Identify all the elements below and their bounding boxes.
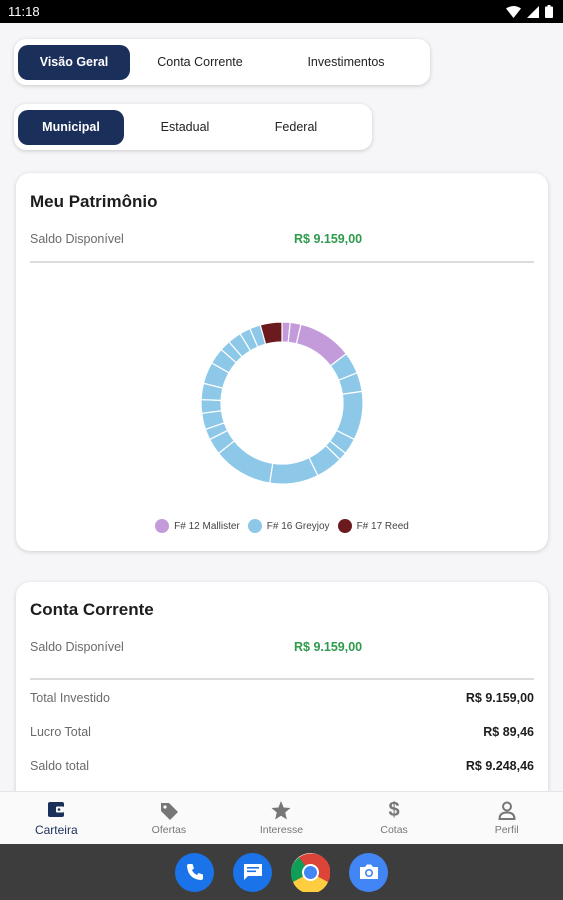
legend-label: F# 16 Greyjoy <box>266 520 330 532</box>
star-icon <box>271 801 291 821</box>
patrimonio-divider <box>30 261 534 263</box>
battery-icon <box>545 5 553 18</box>
donut-slice-9 <box>268 456 319 485</box>
saldo-total-label: Saldo total <box>30 759 90 773</box>
tab-investimentos[interactable]: Investimentos <box>307 55 385 69</box>
tab-conta-corrente[interactable]: Conta Corrente <box>157 55 243 69</box>
nav-label-interesse: Interesse <box>259 823 304 836</box>
legend-swatch <box>337 519 352 533</box>
nav-label-ofertas: Ofertas <box>151 823 187 836</box>
conta-saldo-value: R$ 9.159,00 <box>294 640 363 654</box>
bottom-nav: Carteira Ofertas Interesse $ Cotas Perfi… <box>0 791 563 844</box>
legend-item-2: F# 17 Reed <box>337 519 409 533</box>
nav-label-carteira: Carteira <box>34 822 78 837</box>
messages-app-icon[interactable] <box>233 852 272 892</box>
donut-slice-14 <box>200 398 223 414</box>
donut-slice-22 <box>259 321 283 345</box>
legend-swatch <box>155 519 170 533</box>
system-dock <box>0 844 563 900</box>
status-icons <box>506 5 553 18</box>
conta-divider <box>30 678 534 680</box>
nav-label-cotas: Cotas <box>380 823 408 836</box>
conta-saldo-label: Saldo Disponível <box>30 640 124 654</box>
chrome-app-icon[interactable] <box>291 852 330 892</box>
saldo-total-value: R$ 9.248,46 <box>465 759 534 773</box>
nav-label-perfil: Perfil <box>494 823 519 836</box>
nav-cotas[interactable]: $ Cotas <box>338 792 451 844</box>
tab-federal[interactable]: Federal <box>274 120 318 134</box>
secondary-tabs: Municipal Estadual Federal <box>14 104 372 150</box>
patrimonio-title: Meu Patrimônio <box>30 192 158 211</box>
tag-icon <box>159 801 179 821</box>
nav-perfil[interactable]: Perfil <box>450 792 563 844</box>
legend-item-1: F# 16 Greyjoy <box>247 519 330 533</box>
nav-interesse[interactable]: Interesse <box>225 792 338 844</box>
status-time: 11:18 <box>8 4 40 19</box>
dollar-icon: $ <box>388 799 400 821</box>
legend-label: F# 12 Mallister <box>174 520 240 532</box>
lucro-total-value: R$ 89,46 <box>483 725 534 739</box>
wifi-icon <box>506 5 521 18</box>
patrimonio-card: Meu Patrimônio Saldo Disponível R$ 9.159… <box>16 173 548 551</box>
legend-item-0: F# 12 Mallister <box>155 519 240 533</box>
patrimonio-saldo-label: Saldo Disponível <box>30 232 124 246</box>
patrimonio-saldo-value: R$ 9.159,00 <box>294 232 363 246</box>
wallet-icon <box>47 800 65 820</box>
conta-corrente-title: Conta Corrente <box>30 600 154 619</box>
primary-tabs: Visão Geral Conta Corrente Investimentos <box>14 39 430 85</box>
phone-app-icon[interactable] <box>175 852 214 892</box>
status-bar: 11:18 <box>0 0 563 23</box>
tab-estadual[interactable]: Estadual <box>160 120 210 134</box>
signal-icon <box>527 5 539 18</box>
camera-app-icon[interactable] <box>349 852 388 892</box>
chart-legend: F# 12 Mallister F# 16 Greyjoy F# 17 Reed <box>16 519 548 533</box>
total-investido-value: R$ 9.159,00 <box>465 691 534 705</box>
nav-carteira[interactable]: Carteira <box>0 792 113 844</box>
legend-label: F# 17 Reed <box>356 520 409 532</box>
conta-corrente-card: Conta Corrente Saldo Disponível R$ 9.159… <box>16 582 548 822</box>
tab-visao-geral[interactable]: Visão Geral <box>18 44 130 80</box>
lucro-total-label: Lucro Total <box>30 725 91 739</box>
tab-municipal[interactable]: Municipal <box>18 109 124 145</box>
legend-swatch <box>247 519 262 533</box>
total-investido-label: Total Investido <box>30 691 110 705</box>
nav-ofertas[interactable]: Ofertas <box>113 792 226 844</box>
patrimonio-donut-chart <box>200 321 364 485</box>
person-icon <box>498 801 516 821</box>
